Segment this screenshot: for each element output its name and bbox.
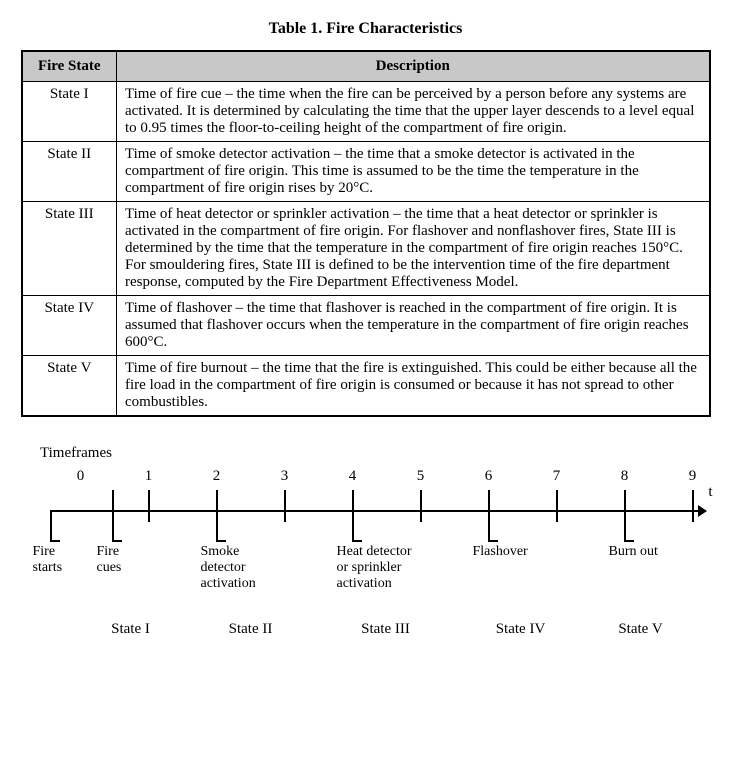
state-cell: State II <box>22 142 117 202</box>
timeline-state-label: State III <box>361 621 410 638</box>
table-row: State IITime of smoke detector activatio… <box>22 142 710 202</box>
timeline-event-label: Fire cues <box>97 544 122 576</box>
timeframes-heading: Timeframes <box>40 445 711 462</box>
major-tick <box>352 490 354 542</box>
tick-foot <box>488 540 498 542</box>
major-tick <box>488 490 490 542</box>
timeline-diagram: t 0 1 2 3 4 5 6 7 8 9 Fire starts Fire cues Smoke de… <box>21 466 711 656</box>
tick-foot <box>352 540 362 542</box>
timeline-event-label: Smoke detector activation <box>201 544 256 592</box>
timeframe-number: 0 <box>77 468 85 485</box>
major-tick <box>112 490 114 542</box>
minor-tick <box>692 490 694 522</box>
timeline-state-label: State V <box>618 621 662 638</box>
timeframe-number: 3 <box>281 468 289 485</box>
state-cell: State V <box>22 356 117 417</box>
timeframe-number: 8 <box>621 468 629 485</box>
table-row: State VTime of fire burnout – the time t… <box>22 356 710 417</box>
description-cell: Time of fire cue – the time when the fir… <box>117 82 710 142</box>
timeline-state-label: State IV <box>496 621 546 638</box>
state-cell: State IV <box>22 296 117 356</box>
minor-tick <box>556 490 558 522</box>
tick-foot <box>112 540 122 542</box>
minor-tick <box>420 490 422 522</box>
description-cell: Time of heat detector or sprinkler activ… <box>117 202 710 296</box>
minor-tick <box>148 490 150 522</box>
timeline-state-label: State II <box>229 621 273 638</box>
table-row: State IVTime of flashover – the time tha… <box>22 296 710 356</box>
fire-characteristics-table: Fire State Description State ITime of fi… <box>21 50 711 417</box>
timeline-event-label: Flashover <box>473 544 528 560</box>
header-description: Description <box>117 51 710 82</box>
timeline-event-label: Burn out <box>609 544 658 560</box>
description-cell: Time of fire burnout – the time that the… <box>117 356 710 417</box>
timeline-axis-letter: t <box>708 484 712 501</box>
timeframe-number: 7 <box>553 468 561 485</box>
timeframe-number: 9 <box>689 468 697 485</box>
timeline-state-label: State I <box>111 621 150 638</box>
minor-tick <box>284 490 286 522</box>
table-row: State ITime of fire cue – the time when … <box>22 82 710 142</box>
table-row: State IIITime of heat detector or sprink… <box>22 202 710 296</box>
tick-foot <box>216 540 226 542</box>
header-fire-state: Fire State <box>22 51 117 82</box>
state-cell: State I <box>22 82 117 142</box>
timeframe-number: 5 <box>417 468 425 485</box>
timeframe-number: 2 <box>213 468 221 485</box>
timeframe-number: 1 <box>145 468 153 485</box>
table-title: Table 1. Fire Characteristics <box>20 20 711 38</box>
timeline-event-label: Fire starts <box>33 544 63 576</box>
tick-foot <box>50 540 60 542</box>
timeframe-number: 4 <box>349 468 357 485</box>
description-cell: Time of flashover – the time that flasho… <box>117 296 710 356</box>
description-cell: Time of smoke detector activation – the … <box>117 142 710 202</box>
major-tick <box>50 510 52 542</box>
timeline-event-label: Heat detector or sprinkler activation <box>337 544 412 592</box>
major-tick <box>624 490 626 542</box>
tick-foot <box>624 540 634 542</box>
major-tick <box>216 490 218 542</box>
timeframe-number: 6 <box>485 468 493 485</box>
timeline-arrowhead <box>698 505 707 517</box>
state-cell: State III <box>22 202 117 296</box>
